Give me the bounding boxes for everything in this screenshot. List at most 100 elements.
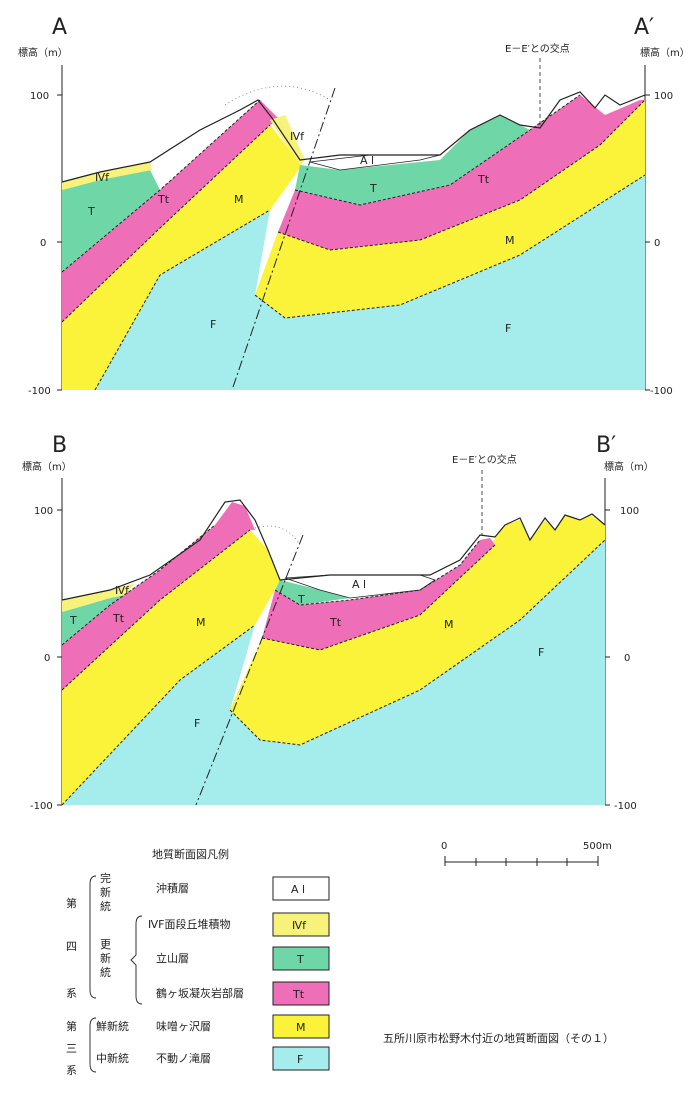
section-b-unit-IVf <box>62 583 135 612</box>
section-a-left-label: A <box>52 15 67 40</box>
legend-series-pleistocene-2: 新 <box>100 951 111 965</box>
section-a-unit-T-right <box>295 115 530 205</box>
legend-title: 地質断面図凡例 <box>152 847 229 861</box>
section-a-unit-Al <box>309 154 441 171</box>
section-a: A A′ 標高（m） 標高（m） 100 0 -100 100 0 -100 <box>18 15 690 397</box>
legend-item-Tt-code: Tt <box>292 988 305 1001</box>
legend-item-T-name: 立山層 <box>156 951 189 965</box>
section-b-right-label: B′ <box>596 433 616 458</box>
section-b-unit-F <box>62 540 605 805</box>
section-a-tick-right-minus100: -100 <box>650 386 673 397</box>
section-a-label-M-left: M <box>234 193 244 206</box>
legend-swatch-T <box>272 946 330 971</box>
section-b-tick-right-minus100: -100 <box>614 801 637 812</box>
section-b-contact-T-Tt <box>61 524 481 646</box>
section-b-tick-left-minus100: -100 <box>30 801 53 812</box>
section-a-contact-T-Tt <box>61 94 581 273</box>
legend-series-holocene-2: 新 <box>100 885 111 899</box>
section-a-contact-Tt-M <box>61 99 646 323</box>
section-b-unit-T-left <box>62 595 125 645</box>
section-a-unit-T-left <box>62 170 160 272</box>
section-a-label-Tt-right: Tt <box>477 173 490 186</box>
section-b-tick-right-0: 0 <box>624 653 630 664</box>
section-b-contact-M-F <box>61 539 606 806</box>
section-b-label-Al: A l <box>352 578 366 591</box>
section-a-unit-IVf <box>62 162 152 190</box>
legend-system-tertiary-2: 三 <box>66 1042 77 1055</box>
section-a-label-IVf: Ⅳf <box>95 171 110 184</box>
legend-item-Tt-name: 鶴ヶ坂凝灰岩部層 <box>156 986 244 1000</box>
section-b-contact-Tt-M <box>61 529 496 691</box>
legend-series-pleistocene-3: 統 <box>100 965 111 979</box>
legend-system-quaternary-3: 系 <box>66 987 77 1000</box>
legend: 地質断面図凡例 第 四 系 完 新 統 更 新 統 第 三 系 鮮新統 中新統 … <box>66 847 330 1077</box>
section-b-label-IVf: Ⅳf <box>115 584 130 597</box>
section-a-label-Al: A l <box>360 154 374 167</box>
legend-series-miocene: 中新統 <box>96 1051 129 1065</box>
section-b-right-axis-title: 標高（m） <box>604 460 654 473</box>
legend-item-T-code: T <box>296 953 304 966</box>
section-a-label-T-right: T <box>369 182 377 195</box>
section-a-left-axis-title: 標高（m） <box>18 46 68 59</box>
legend-series-pliocene: 鮮新統 <box>96 1019 129 1033</box>
legend-swatch-Al <box>272 876 330 901</box>
legend-swatch-F <box>272 1046 330 1071</box>
legend-item-IVf-name: ⅣF面段丘堆積物 <box>148 917 230 931</box>
legend-system-quaternary-2: 四 <box>66 940 77 953</box>
legend-swatch-M <box>272 1014 330 1039</box>
section-a-fault-line <box>231 87 336 391</box>
section-a-topography <box>61 91 646 183</box>
section-a-unit-M-right <box>255 100 645 318</box>
section-a-label-F-left: F <box>210 318 216 331</box>
section-a-contact-M-F <box>94 174 646 391</box>
legend-item-Al-code: A l <box>291 883 305 896</box>
section-b-topography <box>61 499 606 601</box>
section-b-erosion-arc <box>254 525 301 546</box>
section-b-intersection-label: E－E′との交点 <box>452 453 517 466</box>
section-b-label-F-right: F <box>538 646 544 659</box>
legend-system-quaternary-1: 第 <box>66 896 77 910</box>
scale-bar-end-label: 500m <box>583 841 612 852</box>
section-b-left-axis-title: 標高（m） <box>22 460 72 473</box>
section-a-tick-right-100: 100 <box>654 91 673 102</box>
section-b-unit-M-right <box>230 515 605 745</box>
section-a-unit-M-left <box>62 125 302 390</box>
section-a-erosion-arc <box>224 85 331 106</box>
legend-series-pleistocene-1: 更 <box>100 938 111 951</box>
legend-system-tertiary-3: 系 <box>66 1064 77 1077</box>
section-a-unit-Tt-left <box>62 100 280 322</box>
section-a-label-M-right: M <box>505 234 515 247</box>
legend-item-Al-name: 沖積層 <box>156 881 189 895</box>
section-b-tick-left-100: 100 <box>34 506 53 517</box>
section-a-tick-left-minus100: -100 <box>28 386 51 397</box>
figure-title: 五所川原市松野木付近の地質断面図（その１） <box>383 1031 614 1045</box>
legend-item-M-code: M <box>296 1021 306 1034</box>
section-a-unit-Tt-right <box>278 95 645 250</box>
legend-swatch-IVf <box>272 912 330 937</box>
section-b: B B′ 標高（m） 標高（m） 100 0 -100 100 0 -100 <box>22 433 654 812</box>
section-b-left-label: B <box>52 433 67 458</box>
legend-series-holocene-3: 統 <box>100 899 111 913</box>
legend-item-F-name: 不動ノ滝層 <box>156 1051 211 1065</box>
section-a-intersection-label: E－E′との交点 <box>505 42 570 55</box>
section-b-label-M-right: M <box>444 618 454 631</box>
section-b-tick-right-100: 100 <box>620 506 639 517</box>
section-b-unit-T-right <box>275 580 350 605</box>
section-a-right-label: A′ <box>634 15 654 40</box>
section-b-label-T-left: T <box>69 614 77 627</box>
legend-series-holocene-1: 完 <box>100 871 111 885</box>
section-a-label-Tt-left: Tt <box>157 193 170 206</box>
legend-system-tertiary-1: 第 <box>66 1019 77 1033</box>
scale-bar-start-label: 0 <box>441 841 447 852</box>
section-b-unit-M-left <box>62 530 280 805</box>
section-a-label-T-left: T <box>87 205 95 218</box>
section-a-right-axis-title: 標高（m） <box>640 46 690 59</box>
legend-item-M-name: 味噌ヶ沢層 <box>156 1019 211 1033</box>
scale-bar: 0 500m <box>441 841 612 866</box>
section-a-tick-left-100: 100 <box>30 91 49 102</box>
section-b-label-Tt-right: Tt <box>329 616 342 629</box>
section-b-unit-Tt-left <box>62 502 255 690</box>
legend-item-F-code: F <box>297 1053 303 1066</box>
section-b-label-T-right: T <box>297 593 305 606</box>
